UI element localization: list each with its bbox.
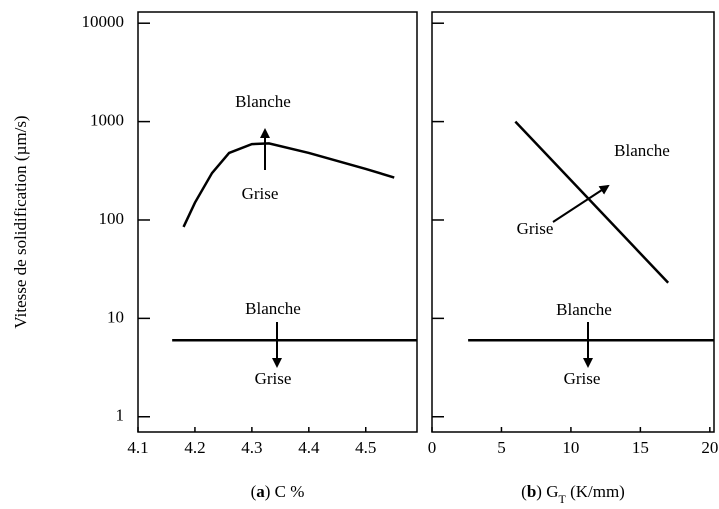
- annotation: Grise: [564, 369, 601, 388]
- x-tick-label: 20: [701, 438, 718, 457]
- data-line: [182, 142, 395, 228]
- x-axis-label: (a) C %: [251, 482, 305, 501]
- annotation: Grise: [255, 369, 292, 388]
- annotation: Blanche: [235, 92, 291, 111]
- annotation: Blanche: [245, 299, 301, 318]
- y-tick-label: 1: [116, 406, 125, 425]
- x-tick-label: 4.5: [355, 438, 376, 457]
- x-axis-label-part: a: [256, 482, 265, 501]
- x-tick-label: 4.3: [241, 438, 262, 457]
- y-tick-label: 10000: [82, 12, 125, 31]
- annotation: Grise: [242, 184, 279, 203]
- x-tick-label: 4.1: [127, 438, 148, 457]
- x-tick-label: 0: [428, 438, 437, 457]
- x-axis-label: (b) GT (K/mm): [521, 482, 625, 506]
- x-axis-label-part: T: [558, 492, 566, 506]
- x-tick-label: 10: [562, 438, 579, 457]
- y-tick-label: 100: [99, 209, 125, 228]
- x-axis-label-part: b: [527, 482, 536, 501]
- y-axis-label: Vitesse de solidification (µm/s): [11, 115, 30, 328]
- x-axis-label-part: ) C %: [265, 482, 305, 501]
- annotation: Blanche: [614, 141, 670, 160]
- x-tick-label: 15: [632, 438, 649, 457]
- x-tick-label: 5: [497, 438, 506, 457]
- arrows: [260, 128, 610, 368]
- x-tick-label: 4.2: [184, 438, 205, 457]
- arrow: [552, 184, 610, 223]
- panel-frame: [137, 11, 418, 433]
- y-tick-label: 1000: [90, 111, 124, 130]
- x-axis-label-part: (: [251, 482, 257, 501]
- panel-frame: [431, 11, 715, 433]
- annotation: Blanche: [556, 300, 612, 319]
- x-tick-label: 4.4: [298, 438, 320, 457]
- x-axis-label-part: (K/mm): [566, 482, 625, 501]
- annotation: Grise: [517, 219, 554, 238]
- y-tick-label: 10: [107, 307, 124, 326]
- data-line: [514, 120, 670, 284]
- x-axis-label-part: (: [521, 482, 527, 501]
- x-axis-label-part: ) G: [536, 482, 558, 501]
